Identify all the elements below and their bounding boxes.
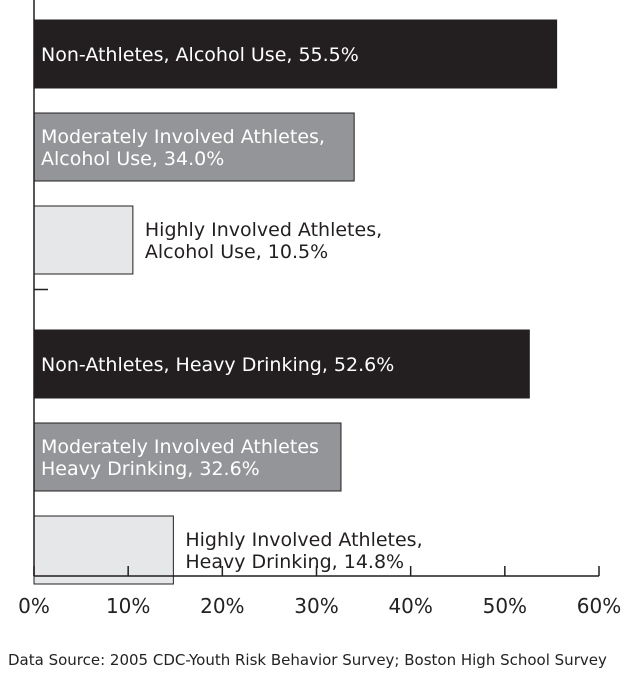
bar-data-label: Non-Athletes, Alcohol Use, 55.5%	[41, 44, 359, 66]
axes-layer: 0% 10% 20% 30% 40% 50% 60%	[18, 0, 621, 618]
bar	[33, 422, 342, 492]
x-tick-label: 50%	[483, 594, 527, 618]
x-tick-label: 0%	[18, 594, 50, 618]
bar-chart: Non-Athletes, Alcohol Use, 55.5% Moderate…	[18, 0, 621, 618]
bar	[33, 19, 558, 89]
bar-data-label: Heavy Drinking, 14.8%	[185, 551, 404, 573]
bar	[33, 329, 530, 399]
x-tick-label: 60%	[577, 594, 621, 618]
bars-layer: Non-Athletes, Alcohol Use, 55.5% Moderate…	[33, 19, 558, 585]
bar-data-label: Moderately Involved Athletes,	[41, 126, 325, 148]
bar	[33, 112, 355, 182]
bar-data-label: Highly Involved Athletes,	[185, 529, 422, 551]
x-tick-label: 40%	[388, 594, 432, 618]
bar-data-label: Moderately Involved Athletes	[41, 436, 319, 458]
bar-data-label: Heavy Drinking, 32.6%	[41, 458, 260, 480]
x-tick-label: 10%	[106, 594, 150, 618]
bar-data-label: Highly Involved Athletes,	[145, 219, 382, 241]
bar	[33, 205, 134, 275]
data-source-note: Data Source: 2005 CDC-Youth Risk Behavio…	[8, 651, 607, 669]
bar-data-label: Alcohol Use, 34.0%	[41, 148, 224, 170]
bar-data-label: Alcohol Use, 10.5%	[145, 241, 328, 263]
bar-data-label: Non-Athletes, Heavy Drinking, 52.6%	[41, 354, 394, 376]
bar	[33, 515, 174, 585]
x-tick-label: 30%	[294, 594, 338, 618]
x-tick-label: 20%	[200, 594, 244, 618]
